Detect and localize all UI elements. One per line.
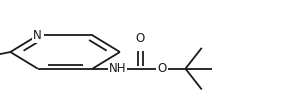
Text: O: O: [136, 32, 145, 45]
Text: NH: NH: [109, 62, 126, 75]
Text: O: O: [157, 62, 166, 75]
Text: N: N: [33, 29, 42, 42]
